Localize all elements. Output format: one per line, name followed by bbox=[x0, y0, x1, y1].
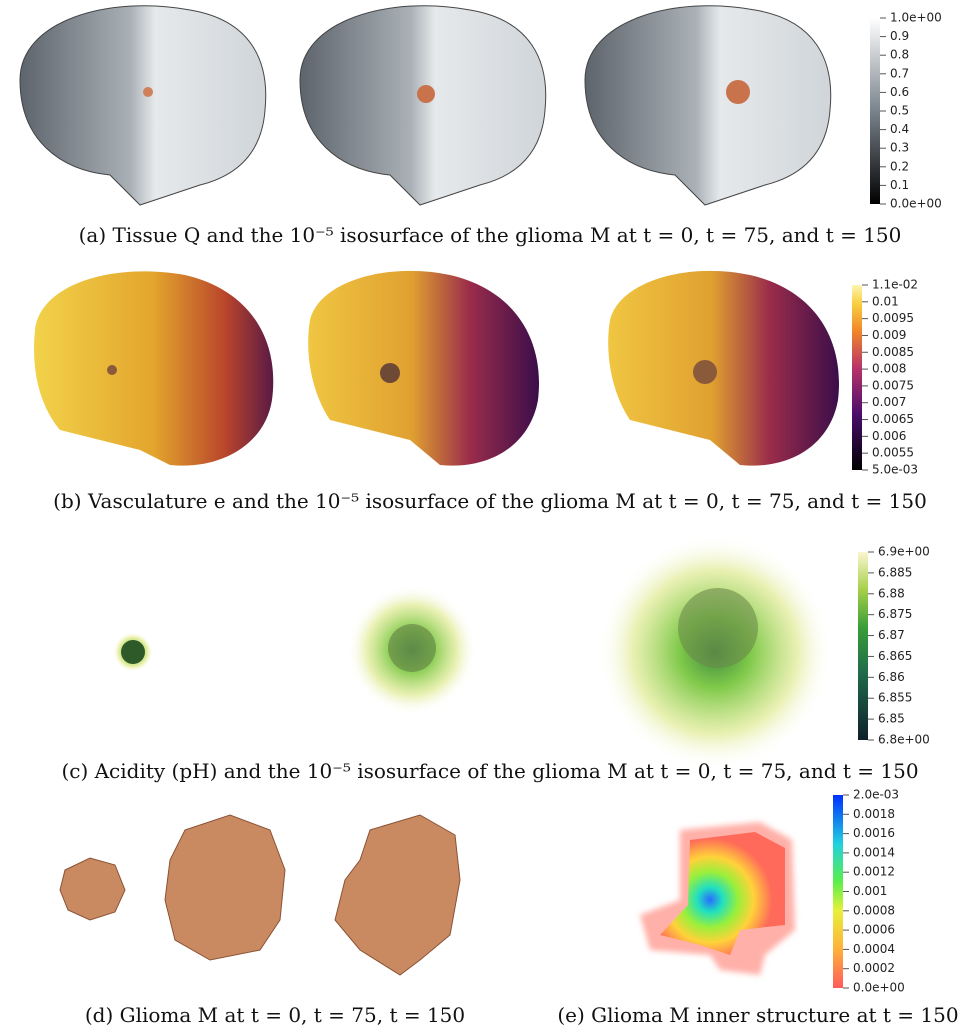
colorbar-label: 0.3 bbox=[890, 141, 909, 155]
heat-map bbox=[640, 822, 795, 975]
colorbar-label: 0.0018 bbox=[853, 807, 895, 821]
colorbar-label: 0.0055 bbox=[872, 446, 914, 460]
colorbar bbox=[852, 285, 862, 470]
colorbar-label: 0.0075 bbox=[872, 378, 914, 392]
brain-images-b bbox=[34, 271, 839, 466]
colorbar-label: 6.8e+00 bbox=[878, 733, 930, 747]
colorbar bbox=[858, 552, 868, 740]
brain-images-a bbox=[20, 6, 831, 205]
caption: (e) Glioma M inner structure at t = 150 bbox=[557, 1003, 958, 1027]
glioma-shapes bbox=[60, 815, 460, 975]
colorbar-label: 0.0004 bbox=[853, 942, 895, 956]
colorbar-label: 0.001 bbox=[853, 884, 887, 898]
colorbar-label: 0.0065 bbox=[872, 412, 914, 426]
colorbar-label: 0.0012 bbox=[853, 865, 895, 879]
page: (a) Tissue Q and the 10⁻⁵ isosurface of … bbox=[0, 0, 978, 1029]
colorbar-label: 6.875 bbox=[878, 607, 912, 621]
caption: (d) Glioma M at t = 0, t = 75, t = 150 bbox=[85, 1003, 465, 1027]
colorbar-label: 6.855 bbox=[878, 691, 912, 705]
colorbar-label: 0.0006 bbox=[853, 923, 895, 937]
colorbar-label: 2.0e-03 bbox=[853, 788, 899, 802]
colorbar-label: 6.865 bbox=[878, 649, 912, 663]
caption: (b) Vasculature e and the 10⁻⁵ isosurfac… bbox=[53, 489, 927, 513]
colorbar-label: 6.85 bbox=[878, 712, 905, 726]
colorbar-label: 0.1 bbox=[890, 178, 909, 192]
colorbar-label: 5.0e-03 bbox=[872, 463, 918, 477]
colorbar-label: 0.007 bbox=[872, 395, 906, 409]
colorbar bbox=[870, 18, 880, 204]
colorbar-label: 0.0008 bbox=[853, 903, 895, 917]
colorbar-label: 0.0014 bbox=[853, 845, 895, 859]
figure: (a) Tissue Q and the 10⁻⁵ isosurface of … bbox=[0, 0, 978, 1029]
acidity-images bbox=[113, 534, 833, 770]
colorbar bbox=[833, 795, 843, 988]
colorbar-label: 1.1e-02 bbox=[872, 278, 918, 292]
caption: (a) Tissue Q and the 10⁻⁵ isosurface of … bbox=[79, 223, 902, 247]
colorbar-label: 6.86 bbox=[878, 670, 905, 684]
colorbar-label: 0.0016 bbox=[853, 826, 895, 840]
colorbar-label: 0.2 bbox=[890, 159, 909, 173]
colorbar-label: 6.9e+00 bbox=[878, 545, 930, 559]
colorbar-label: 0.6 bbox=[890, 85, 909, 99]
colorbar-label: 0.0e+00 bbox=[853, 981, 905, 995]
colorbar-label: 0.009 bbox=[872, 328, 906, 342]
colorbar-label: 0.7 bbox=[890, 66, 909, 80]
colorbar-label: 0.0085 bbox=[872, 345, 914, 359]
caption: (c) Acidity (pH) and the 10⁻⁵ isosurface… bbox=[61, 759, 918, 783]
colorbar-label: 0.006 bbox=[872, 429, 906, 443]
colorbar-label: 0.4 bbox=[890, 122, 909, 136]
colorbar-label: 0.0095 bbox=[872, 311, 914, 325]
colorbar-label: 1.0e+00 bbox=[890, 11, 942, 25]
colorbar-label: 0.01 bbox=[872, 294, 899, 308]
colorbar-label: 6.87 bbox=[878, 628, 905, 642]
colorbar-label: 6.885 bbox=[878, 565, 912, 579]
colorbar-label: 0.8 bbox=[890, 48, 909, 62]
colorbar-label: 6.88 bbox=[878, 586, 905, 600]
colorbar-label: 0.0002 bbox=[853, 961, 895, 975]
colorbar-label: 0.5 bbox=[890, 104, 909, 118]
colorbar-label: 0.0e+00 bbox=[890, 197, 942, 211]
colorbar-label: 0.008 bbox=[872, 362, 906, 376]
colorbar-label: 0.9 bbox=[890, 29, 909, 43]
